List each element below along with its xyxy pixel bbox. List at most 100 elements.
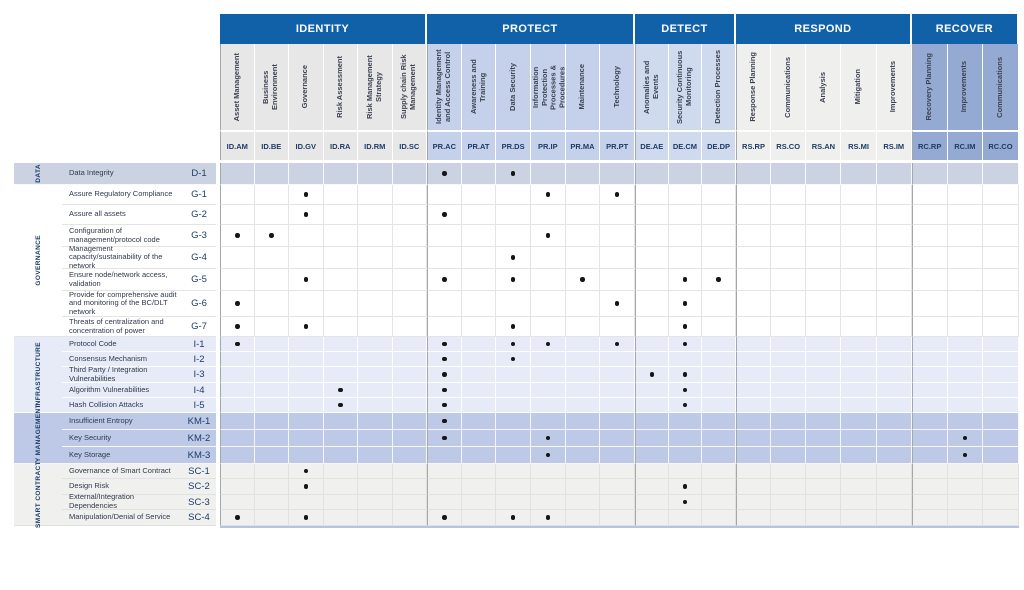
column-code-rs-an: RS.AN (806, 130, 841, 160)
matrix-cell-sc-2-pr-ma (565, 479, 601, 495)
column-header-rs-mi: Mitigation (841, 44, 876, 130)
column-header-label: Anomalies and Events (641, 60, 660, 114)
matrix-cell-sc-3-pr-ac (427, 495, 462, 510)
matrix-cell-g-5-id-ra (323, 269, 358, 291)
matrix-cell-g-2-rc-im (947, 205, 984, 225)
matrix-cell-km-1-rc-im (947, 413, 984, 430)
matrix-cell-i-3-id-be (254, 367, 289, 383)
risk-code-g-5: G-5 (182, 269, 216, 291)
mapping-dot (303, 277, 308, 282)
risk-label-g-1: Assure Regulatory Compliance (62, 185, 182, 205)
matrix-cell-i-3-rc-im (947, 367, 984, 383)
matrix-cell-i-1-rs-mi (841, 337, 877, 352)
matrix-cell-g-1-pr-ac (427, 185, 462, 205)
column-header-label: Risk Assessment (334, 56, 344, 118)
column-header-de-dp: Detection Processes (702, 44, 735, 130)
mapping-dot (442, 402, 447, 408)
matrix-cell-i-2-id-sc (392, 352, 427, 367)
column-header-id-ra: Risk Assessment (323, 44, 357, 130)
matrix-cell-km-3-id-be (254, 447, 289, 464)
risk-label-sc-1: Governance of Smart Contract (62, 464, 182, 479)
matrix-cell-g-6-rc-im (947, 291, 984, 317)
matrix-cell-d-1-pr-ac (427, 163, 462, 185)
matrix-cell-i-1-de-ae (634, 337, 669, 352)
matrix-cell-d-1-id-ra (323, 163, 358, 185)
matrix-cell-g-7-de-ae (634, 317, 669, 337)
risk-label-km-2: Key Security (62, 430, 182, 447)
matrix-cell-i-5-pr-ip (530, 398, 566, 413)
matrix-cell-g-4-rs-co (771, 247, 807, 269)
column-header-de-cm: Security Continuous Monitoring (668, 44, 702, 130)
matrix-cell-sc-2-id-gv (289, 479, 324, 495)
matrix-cell-i-2-id-gv (289, 352, 324, 367)
mapping-dot (545, 452, 551, 458)
matrix-cell-g-2-rs-co (771, 205, 807, 225)
matrix-cell-i-3-rc-co (983, 367, 1019, 383)
column-header-label: Identity Management and Access Control (434, 49, 453, 125)
matrix-cell-g-4-id-sc (392, 247, 427, 269)
matrix-cell-g-7-id-rm (358, 317, 393, 337)
matrix-cell-g-6-id-sc (392, 291, 427, 317)
matrix-cell-km-1-rs-an (806, 413, 842, 430)
risk-code-sc-3: SC-3 (182, 495, 216, 510)
mapping-dot (235, 341, 240, 347)
matrix-cell-km-1-de-dp (702, 413, 736, 430)
matrix-cell-km-2-pr-ac (427, 430, 462, 447)
matrix-cell-km-3-id-ra (323, 447, 358, 464)
column-code-rc-co: RC.CO (983, 130, 1018, 160)
csf-risk-mapping-matrix: IDENTITY Asset Management ID.AM Business En… (14, 14, 1024, 528)
mapping-dot (338, 387, 343, 393)
matrix-cell-g-1-rs-rp (735, 185, 772, 205)
matrix-cell-sc-1-pr-ac (427, 464, 462, 479)
matrix-cell-i-2-pr-at (461, 352, 497, 367)
matrix-cell-sc-4-id-sc (392, 510, 427, 526)
matrix-cell-g-6-pr-ma (565, 291, 601, 317)
column-header-rs-an: Analysis (806, 44, 841, 130)
matrix-cell-km-3-id-gv (289, 447, 324, 464)
risk-code-km-1: KM-1 (182, 413, 216, 430)
column-header-label: Detection Processes (713, 50, 723, 124)
risk-label-sc-3: External/Integration Dependencies (62, 493, 182, 510)
mapping-dot (545, 435, 551, 441)
matrix-cell-i-5-rs-mi (841, 398, 877, 413)
matrix-cell-km-3-pr-ds (496, 447, 531, 464)
matrix-cell-g-2-rs-mi (841, 205, 877, 225)
matrix-cell-g-3-rs-co (771, 225, 807, 247)
matrix-cell-sc-4-rs-mi (841, 510, 877, 526)
matrix-cell-i-5-rs-rp (735, 398, 772, 413)
table-bottom-border (220, 526, 1019, 528)
matrix-cell-g-6-de-cm (668, 291, 703, 317)
matrix-cell-km-1-id-gv (289, 413, 324, 430)
mapping-dot (682, 341, 688, 347)
matrix-cell-sc-4-rc-co (983, 510, 1019, 526)
matrix-cell-g-5-rs-mi (841, 269, 877, 291)
matrix-cell-sc-2-id-ra (323, 479, 358, 495)
matrix-cell-g-5-id-am (220, 269, 255, 291)
matrix-cell-g-4-pr-ma (565, 247, 601, 269)
matrix-cell-sc-1-rc-im (947, 464, 984, 479)
matrix-cell-g-2-rc-co (983, 205, 1019, 225)
matrix-cell-g-2-pr-at (461, 205, 497, 225)
matrix-cell-km-1-pr-ds (496, 413, 531, 430)
matrix-cell-i-5-pr-at (461, 398, 497, 413)
matrix-cell-g-4-rc-rp (911, 247, 948, 269)
matrix-cell-i-4-id-gv (289, 383, 324, 398)
matrix-cell-g-7-rs-mi (841, 317, 877, 337)
matrix-cell-i-1-pr-pt (600, 337, 635, 352)
matrix-cell-i-4-pr-ip (530, 383, 566, 398)
matrix-cell-i-3-de-dp (702, 367, 736, 383)
matrix-cell-g-1-id-ra (323, 185, 358, 205)
matrix-cell-sc-2-de-cm (668, 479, 703, 495)
matrix-cell-i-3-pr-at (461, 367, 497, 383)
mapping-dot (614, 192, 620, 197)
matrix-cell-g-5-rc-co (983, 269, 1019, 291)
matrix-cell-km-2-rc-im (947, 430, 984, 447)
matrix-cell-sc-4-id-ra (323, 510, 358, 526)
matrix-cell-g-4-pr-ac (427, 247, 462, 269)
column-header-label: Awareness and Training (468, 59, 487, 115)
matrix-cell-g-3-id-am (220, 225, 255, 247)
category-header-recover: RECOVER (911, 14, 1017, 44)
matrix-cell-i-3-rs-co (771, 367, 807, 383)
matrix-cell-i-4-rc-co (983, 383, 1019, 398)
matrix-cell-sc-3-id-am (220, 495, 255, 510)
